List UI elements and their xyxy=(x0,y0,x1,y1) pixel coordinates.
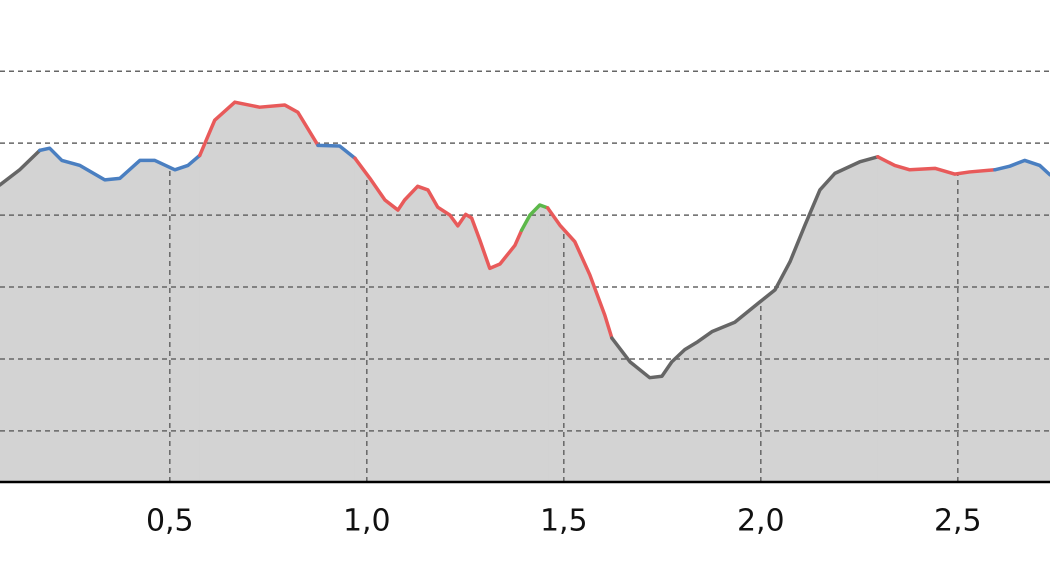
profile-line xyxy=(316,143,357,161)
profile-line xyxy=(610,155,880,380)
x-tick-label: 2,0 xyxy=(737,504,785,539)
area-fill xyxy=(0,149,41,483)
x-tick-label: 0,5 xyxy=(146,504,194,539)
area-fill xyxy=(39,147,201,483)
profile-line xyxy=(993,158,1050,177)
area-fill xyxy=(611,156,879,483)
area-fill xyxy=(521,204,549,483)
profile-line xyxy=(38,146,202,182)
profile-line xyxy=(0,148,42,187)
x-tick-label: 1,0 xyxy=(343,504,391,539)
profile-line xyxy=(198,100,320,158)
area-fill xyxy=(199,101,319,483)
profile-line xyxy=(876,155,997,176)
x-tick-label: 1,5 xyxy=(540,504,588,539)
area-fill xyxy=(877,156,996,483)
profile-line xyxy=(353,156,524,271)
x-tick-label: 2,5 xyxy=(934,504,982,539)
profile-line xyxy=(519,203,550,232)
area-fill xyxy=(994,159,1050,483)
profile-line xyxy=(545,206,614,340)
